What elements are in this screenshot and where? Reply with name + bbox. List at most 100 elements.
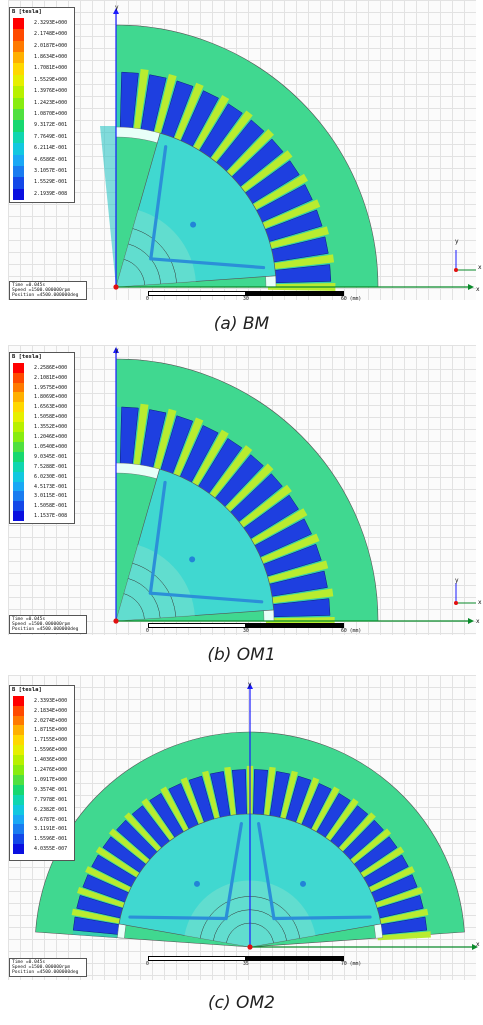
legend-value: 1.1537E-008: [34, 513, 68, 520]
legend-swatch: [13, 372, 24, 383]
legend-swatch: [13, 402, 24, 413]
info-time: Time =0.045s: [12, 283, 46, 288]
stator-tooth: [188, 429, 229, 493]
y-axis-arrow: [247, 683, 253, 689]
legend-swatch: [13, 745, 24, 756]
legend-swatch: [13, 471, 24, 482]
simulation-info: Time =0.045s Speed =1500.000000rpm Posit…: [9, 958, 87, 977]
scale-label-mid: 30: [243, 297, 249, 302]
shaft-contour: [132, 228, 177, 283]
legend-swatch: [13, 461, 24, 472]
legend-swatch: [13, 784, 24, 795]
rotor-magnet: [149, 145, 168, 261]
stator-tooth: [375, 908, 429, 925]
flux-density-plot: [100, 8, 476, 292]
origin-marker: [113, 284, 119, 290]
x-axis-arrow: [468, 284, 474, 290]
legend-value: 3.0115E-001: [34, 493, 68, 500]
scale-bar-white: [148, 956, 246, 961]
stator-tooth: [266, 254, 335, 270]
scale-bar-white: [148, 623, 246, 628]
scale-bar-black: [246, 623, 344, 628]
legend-value: 7.7649E-001: [34, 133, 68, 140]
flux-density-plot: [113, 347, 476, 626]
stator-tooth: [346, 828, 392, 867]
legend-swatch: [13, 108, 24, 121]
scale-label-start: 0: [146, 629, 149, 634]
info-position: Position =4500.000000deg: [12, 970, 79, 975]
legend-swatch: [13, 29, 24, 41]
legend-value: 1.5596E+000: [34, 747, 68, 754]
stator-tooth: [309, 786, 340, 836]
legend-value: 1.5058E-001: [34, 503, 68, 510]
legend-swatch: [13, 735, 24, 746]
legend-value: 1.4036E+000: [34, 757, 68, 764]
legend-swatch: [13, 441, 24, 452]
legend-value: 9.0345E-001: [34, 453, 68, 460]
legend-value: 1.8715E+000: [34, 727, 68, 734]
legend-swatch: [13, 715, 24, 726]
info-time: Time =0.045s: [12, 617, 46, 622]
scale-label-end: 60 (mm): [341, 629, 362, 634]
stator-tooth: [202, 770, 221, 824]
legend-swatch: [13, 188, 24, 201]
legend-swatch: [13, 165, 24, 178]
stator-tooth: [152, 408, 177, 477]
simulation-info: Time =0.045s Speed =1500.000000rpm Posit…: [9, 615, 87, 634]
legend-swatch: [13, 695, 24, 706]
y-axis-arrow: [113, 347, 119, 353]
coord-x-label: x: [478, 264, 482, 271]
x-axis-arrow: [472, 944, 478, 950]
x-axis-label: x: [476, 618, 480, 625]
field-legend: B [tesla] 2.3393E+000 2.1834E+000 2.0274E+…: [9, 685, 75, 861]
legend-swatch: [13, 834, 24, 845]
stator-tooth: [377, 931, 431, 941]
scale-label-end: 60 (mm): [341, 297, 362, 302]
legend-value: 1.7155E+000: [34, 737, 68, 744]
scale-label-end: 70 (mm): [341, 962, 362, 967]
legend-swatch: [13, 774, 24, 785]
info-time: Time =0.045s: [12, 960, 46, 965]
legend-swatch: [13, 481, 24, 492]
legend-value: 1.2423E+000: [34, 99, 68, 106]
coord-x-label: x: [478, 599, 482, 606]
legend-value: 2.1748E+000: [34, 31, 68, 38]
stator-tooth: [260, 560, 329, 585]
legend-swatch: [13, 17, 24, 30]
legend-value: 4.6586E-001: [34, 156, 68, 163]
legend-swatch: [13, 794, 24, 805]
legend-title: B [tesla]: [12, 687, 42, 693]
legend-value: 2.1834E+000: [34, 707, 68, 714]
stator-tooth: [220, 463, 274, 517]
legend-swatch: [13, 412, 24, 423]
legend-swatch: [13, 422, 24, 433]
stator-tooth: [233, 484, 292, 532]
y-axis-label: y: [248, 681, 252, 688]
legend-value: 4.6787E-001: [34, 816, 68, 823]
stator-tooth: [170, 417, 204, 484]
stator-tooth: [356, 846, 405, 880]
stator-tooth: [71, 908, 125, 925]
stator-tooth: [264, 588, 334, 605]
legend-value: 1.5596E-001: [34, 836, 68, 843]
legend-value: 4.0355E-007: [34, 846, 68, 853]
caption: (c) OM2: [208, 993, 275, 1013]
legend-value: 1.0870E+000: [34, 110, 68, 117]
stator-tooth: [132, 403, 149, 473]
info-speed: Speed =1500.000000rpm: [12, 622, 71, 627]
stator-tooth: [171, 82, 204, 148]
legend-swatch: [13, 725, 24, 736]
legend-swatch: [13, 120, 24, 132]
legend-swatch: [13, 451, 24, 462]
stator-tooth: [335, 812, 376, 855]
flux-hotspot: [190, 221, 197, 228]
legend-value: 2.3393E+000: [34, 697, 68, 704]
scale-bar-black: [246, 291, 344, 296]
legend-value: 1.3552E+000: [34, 424, 68, 431]
legend-value: 2.1939E-008: [34, 190, 68, 197]
panel-bm: B [tesla] 2.3293E+000 2.1748E+000 2.0187E+…: [0, 0, 483, 345]
stator-tooth: [262, 226, 329, 251]
stator-tooth: [206, 110, 253, 169]
legend-swatch: [13, 804, 24, 815]
legend-value: 1.5058E+000: [34, 414, 68, 421]
